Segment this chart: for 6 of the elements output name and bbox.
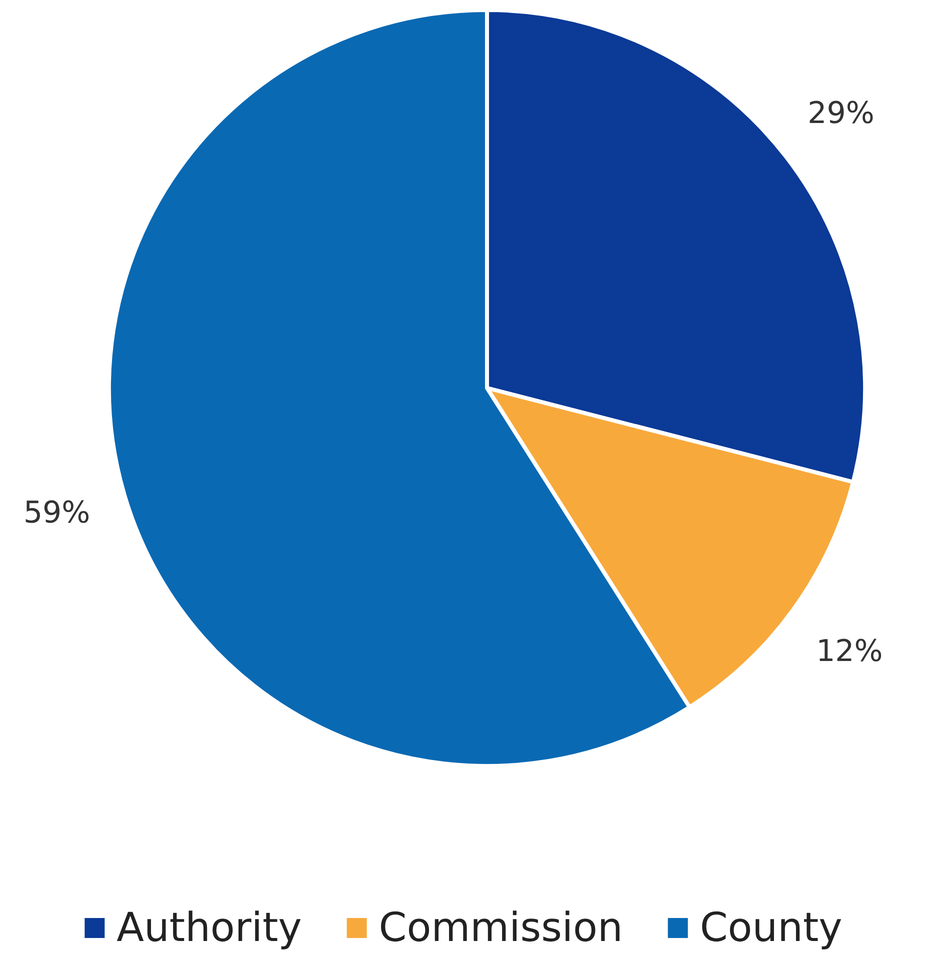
legend-label: Authority bbox=[116, 905, 302, 951]
data-label: 12% bbox=[816, 634, 883, 669]
legend-label: County bbox=[700, 905, 842, 951]
legend-label: Commission bbox=[378, 905, 623, 951]
data-label: 59% bbox=[23, 495, 90, 530]
data-label: 29% bbox=[808, 96, 874, 131]
